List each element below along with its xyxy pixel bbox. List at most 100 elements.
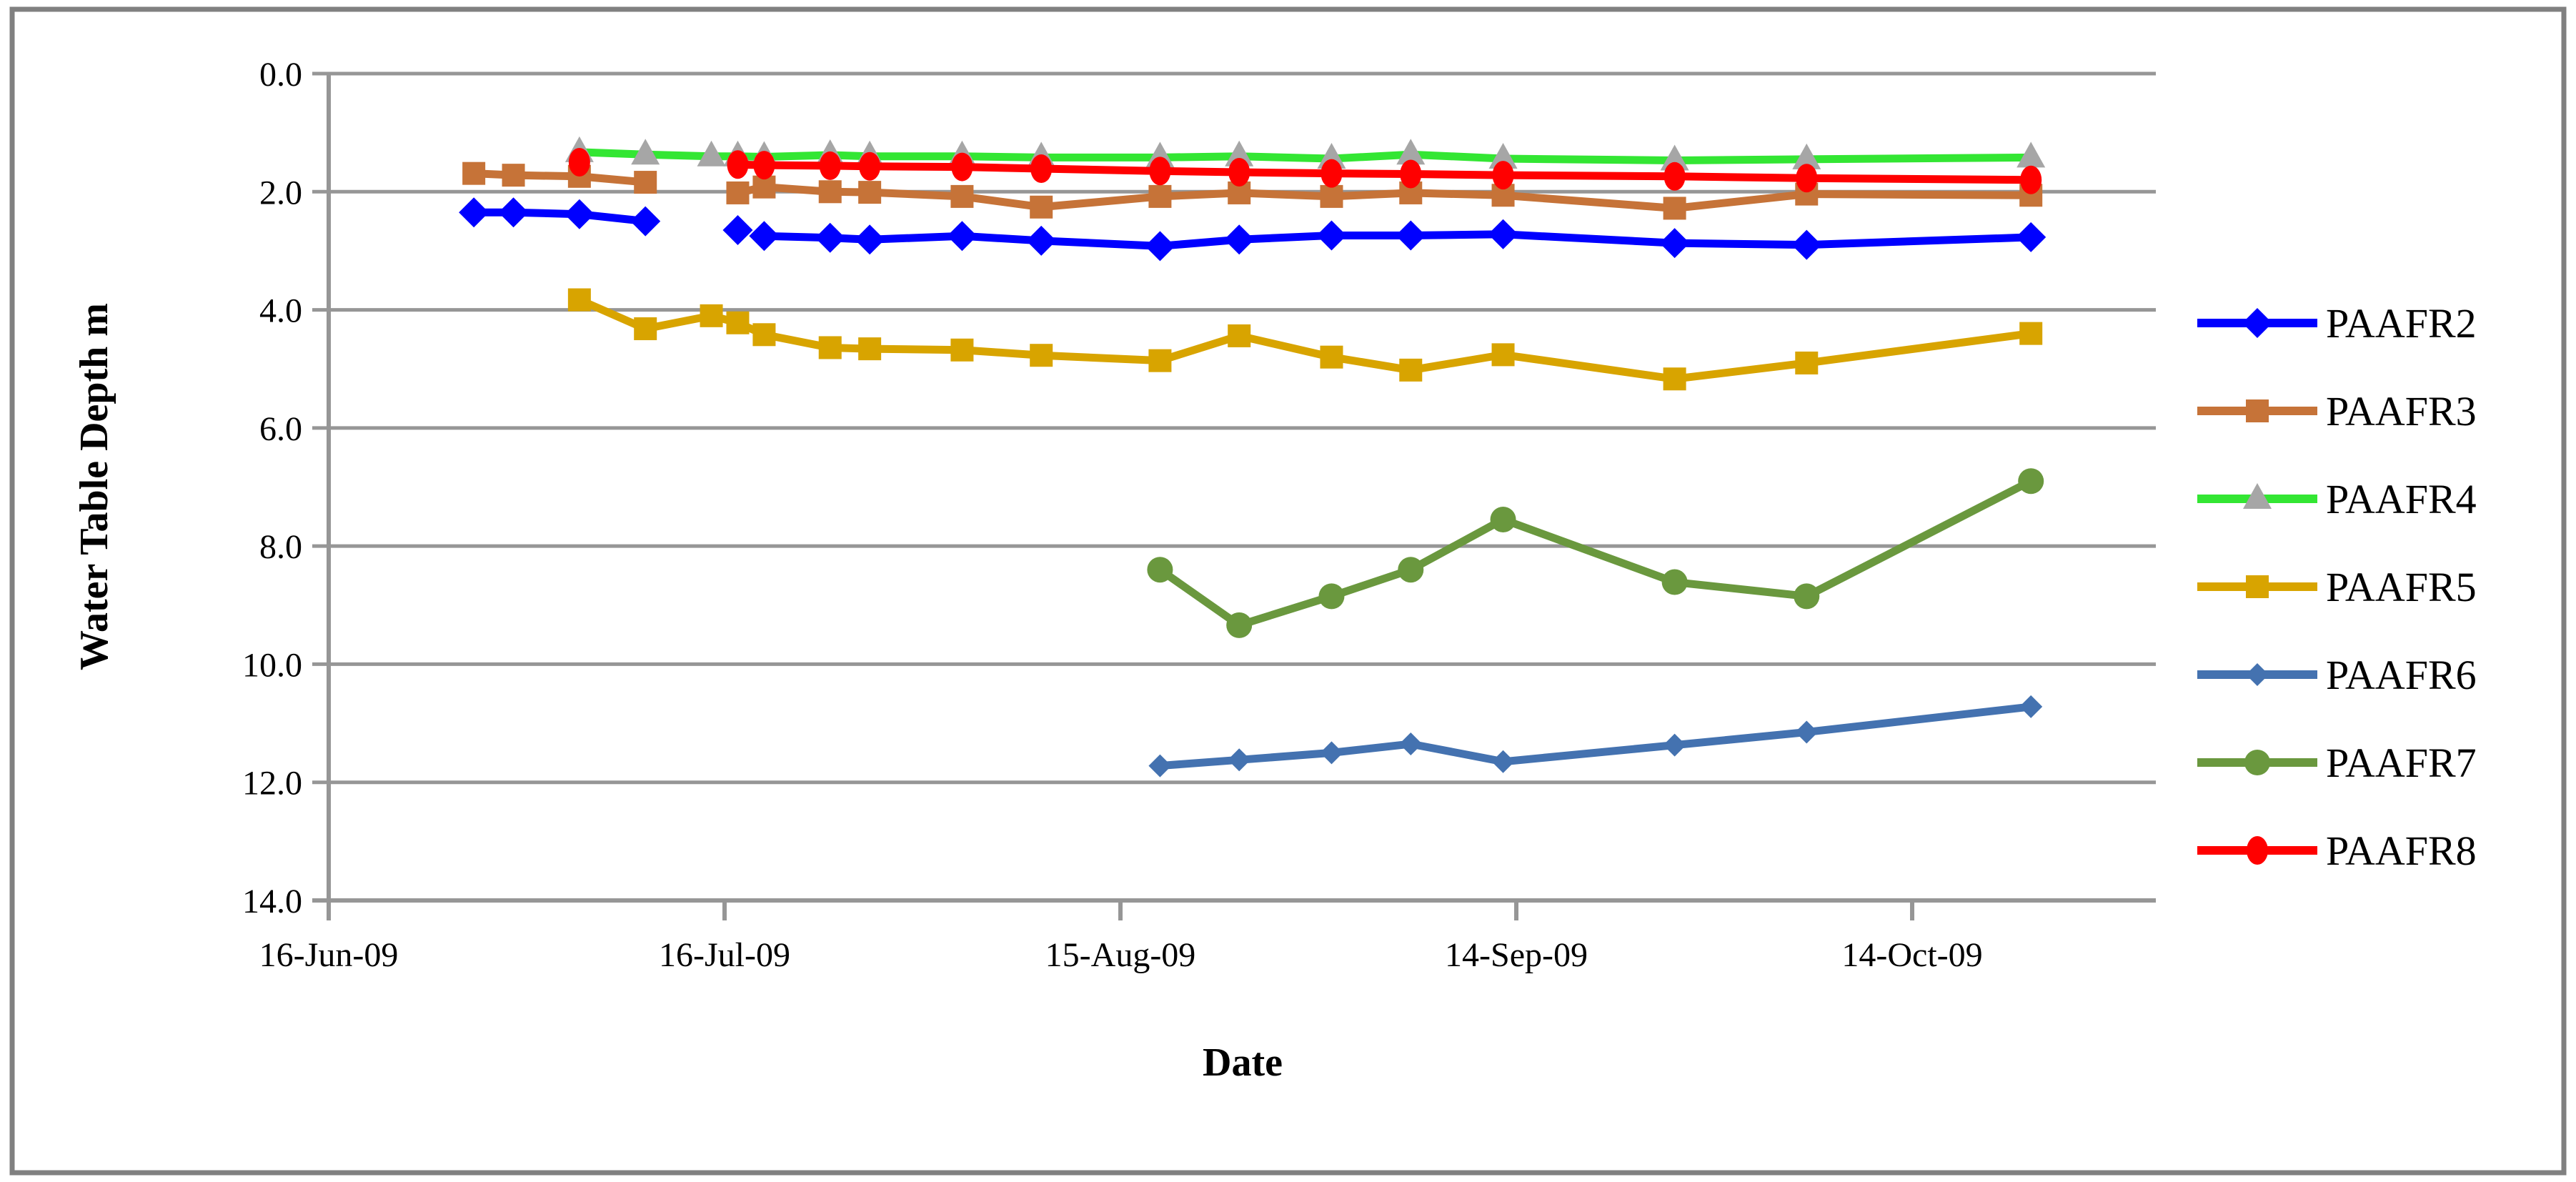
series-PAAFR8 — [568, 147, 2042, 194]
data-point-square — [567, 288, 591, 312]
data-point-diamond — [1399, 732, 1423, 755]
data-point-circle — [1492, 161, 1514, 190]
data-point-square — [858, 181, 882, 204]
data-point-square — [1399, 358, 1423, 382]
axes — [312, 74, 2156, 920]
y-tick-label: 12.0 — [242, 765, 302, 803]
data-point-diamond — [1224, 224, 1255, 255]
legend-item-PAAFR7: PAAFR7 — [2197, 740, 2477, 786]
data-point-circle — [1398, 557, 1424, 583]
data-point-diamond — [498, 197, 529, 228]
data-point-diamond — [1228, 748, 1251, 772]
data-point-diamond — [2242, 308, 2272, 338]
gridlines — [312, 71, 2156, 903]
data-point-triangle — [1792, 143, 1821, 169]
data-point-square — [858, 337, 882, 361]
data-point-square — [1030, 195, 1053, 219]
data-point-diamond — [722, 215, 753, 246]
data-point-diamond — [1659, 228, 1690, 259]
legend-label: PAAFR8 — [2326, 828, 2477, 874]
series-PAAFR3 — [462, 162, 2043, 220]
data-point-triangle — [2016, 141, 2046, 168]
data-point-square — [1030, 344, 1053, 367]
data-point-diamond — [1396, 220, 1426, 251]
series-PAAFR5 — [567, 288, 2043, 391]
legend-label: PAAFR3 — [2326, 388, 2477, 434]
data-point-square — [818, 180, 842, 204]
data-point-diamond — [855, 224, 885, 255]
legend-item-PAAFR5: PAAFR5 — [2197, 564, 2477, 610]
data-point-circle — [1796, 164, 1818, 193]
data-point-diamond — [1320, 741, 1343, 765]
data-point-square — [1491, 343, 1515, 367]
data-point-triangle — [1225, 140, 1254, 167]
data-point-square — [2246, 399, 2269, 422]
data-point-diamond — [2019, 695, 2043, 718]
data-point-diamond — [1145, 231, 1175, 262]
x-axis-title: Date — [1203, 1041, 1283, 1085]
series-line-PAAFR2 — [469, 208, 650, 226]
data-point-triangle — [2243, 483, 2272, 509]
data-point-circle — [1147, 557, 1173, 583]
data-point-square — [1320, 184, 1343, 208]
legend-item-PAAFR3: PAAFR3 — [2197, 388, 2477, 434]
data-point-square — [502, 164, 525, 187]
data-point-circle — [1228, 158, 1250, 187]
data-point-circle — [819, 151, 841, 180]
data-point-circle — [1664, 162, 1686, 191]
data-point-diamond — [2246, 663, 2269, 686]
data-point-diamond — [564, 199, 595, 229]
data-point-circle — [2018, 468, 2044, 495]
series-line-PAAFR7 — [1155, 477, 2035, 630]
data-point-square — [950, 338, 974, 362]
data-point-triangle — [1660, 144, 1689, 171]
data-point-diamond — [459, 197, 489, 228]
x-tick-label: 15-Aug-09 — [1045, 936, 1196, 974]
data-point-diamond — [749, 221, 780, 252]
legend-item-PAAFR4: PAAFR4 — [2197, 476, 2477, 522]
y-tick-label: 4.0 — [259, 292, 302, 330]
data-point-circle — [2020, 165, 2042, 194]
data-point-square — [726, 311, 750, 334]
data-point-circle — [1226, 612, 1253, 638]
y-tick-label: 10.0 — [242, 646, 302, 684]
legend-item-PAAFR8: PAAFR8 — [2197, 828, 2477, 874]
data-point-triangle — [631, 139, 660, 165]
data-point-circle — [568, 147, 590, 177]
data-point-triangle — [1317, 143, 1346, 169]
data-point-diamond — [1026, 225, 1057, 256]
series-PAAFR6 — [1148, 695, 2043, 778]
y-tick-label: 6.0 — [259, 410, 302, 448]
data-point-diamond — [1491, 750, 1515, 773]
data-point-diamond — [1791, 229, 1822, 260]
plot-series — [459, 136, 2047, 778]
x-tick-label: 16-Jun-09 — [259, 936, 399, 974]
data-point-square — [700, 304, 723, 327]
legend-item-PAAFR6: PAAFR6 — [2197, 652, 2477, 698]
legend-label: PAAFR5 — [2326, 564, 2477, 610]
data-point-circle — [1661, 569, 1688, 595]
data-point-circle — [1794, 583, 1820, 610]
legend-label: PAAFR2 — [2326, 300, 2477, 347]
data-point-square — [2246, 575, 2269, 598]
data-point-circle — [2247, 836, 2268, 865]
data-point-square — [1795, 351, 1819, 374]
data-point-diamond — [1488, 219, 1518, 249]
data-point-diamond — [1148, 754, 1172, 778]
data-point-circle — [1321, 159, 1343, 188]
data-point-circle — [1318, 583, 1345, 610]
data-point-diamond — [1663, 733, 1686, 757]
y-tick-label: 0.0 — [259, 56, 302, 94]
x-tick-label: 14-Sep-09 — [1445, 936, 1588, 974]
data-point-circle — [753, 151, 775, 180]
data-point-square — [1148, 184, 1172, 208]
legend-label: PAAFR6 — [2326, 652, 2477, 698]
figure-border — [9, 6, 2567, 1176]
series-PAAFR7 — [1147, 468, 2044, 638]
data-point-circle — [727, 150, 749, 179]
legend: PAAFR2 PAAFR3 PAAFR4 PAAFR5 PAAFR6 PAAFR7 PAAF… — [2197, 300, 2477, 874]
tick-labels: 0.0 2.0 4.0 6.0 8.0 10.0 12.0 14.0 16-Jun-09 16-J… — [242, 56, 1983, 974]
y-tick-label: 8.0 — [259, 528, 302, 566]
